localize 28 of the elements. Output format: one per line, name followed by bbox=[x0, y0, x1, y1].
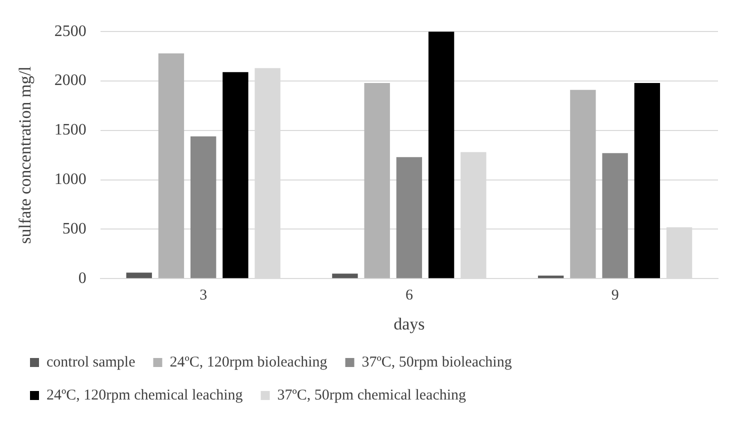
bar bbox=[538, 276, 564, 278]
legend-label: 37ºC, 50rpm chemical leaching bbox=[277, 387, 467, 404]
bar bbox=[570, 90, 596, 278]
bar bbox=[126, 272, 152, 278]
legend-label: control sample bbox=[46, 354, 136, 370]
x-tick-label: 9 bbox=[611, 288, 619, 304]
bar bbox=[396, 157, 422, 278]
bar bbox=[158, 53, 184, 278]
bar bbox=[332, 274, 358, 278]
y-axis-title: sulfate concentration mg/l bbox=[16, 66, 35, 244]
bar bbox=[364, 82, 390, 278]
x-tick-label: 6 bbox=[405, 288, 414, 304]
y-tick-label: 0 bbox=[78, 270, 86, 287]
bar bbox=[190, 136, 216, 278]
y-tick-label: 2000 bbox=[54, 72, 86, 90]
y-tick-label: 1500 bbox=[54, 122, 86, 139]
y-tick-label: 500 bbox=[62, 220, 86, 238]
bar bbox=[634, 82, 660, 278]
bar bbox=[222, 72, 248, 278]
legend-label: 24ºC, 120rpm bioleaching bbox=[170, 354, 328, 370]
legend-label: 24ºC, 120rpm chemical leaching bbox=[46, 387, 244, 404]
y-tick-label: 2500 bbox=[54, 22, 86, 40]
bar bbox=[428, 32, 454, 278]
bar bbox=[602, 153, 628, 278]
x-axis-title: days bbox=[394, 314, 425, 334]
legend-label: 37ºC, 50rpm bioleaching bbox=[362, 354, 512, 370]
x-tick-label: 3 bbox=[200, 288, 208, 304]
y-tick-label: 1000 bbox=[54, 171, 86, 188]
